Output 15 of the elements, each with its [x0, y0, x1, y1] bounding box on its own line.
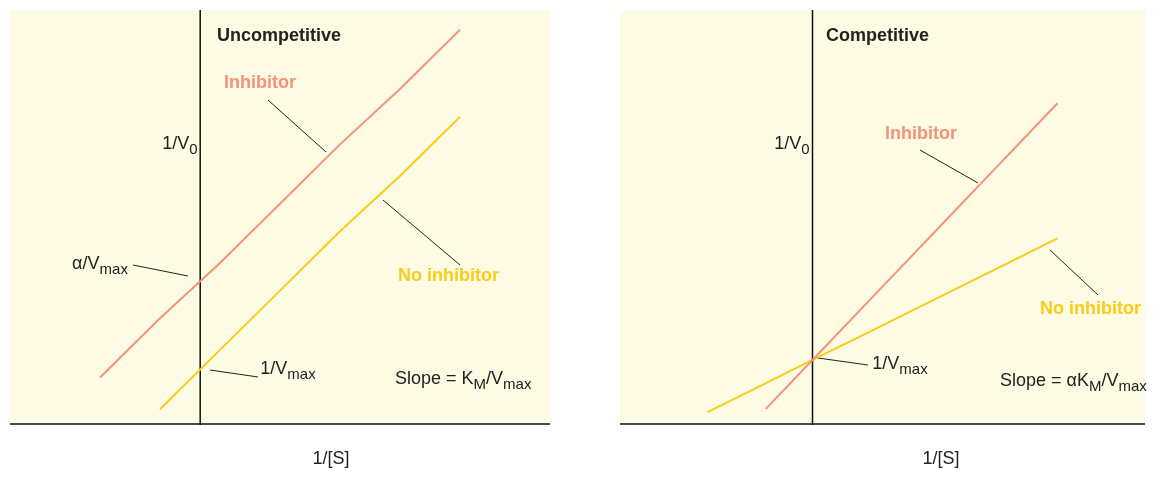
chart-title: Competitive	[826, 24, 930, 45]
annotation: Slope = αK$_{M}$/V$_{max}$	[1000, 370, 1147, 394]
annotation: 1/V$_{max}$	[260, 358, 316, 382]
y-axis-title: 1/V$_{0}$	[162, 133, 198, 157]
text: No inhibitor	[1040, 297, 1141, 318]
x-axis-title: 1/[S]	[922, 447, 960, 468]
annotation: 1/V$_{max}$	[872, 353, 928, 377]
chart-title: Uncompetitive	[217, 24, 342, 45]
text: No inhibitor	[398, 264, 499, 285]
annotation: Slope = K$_{M}$/V$_{max}$	[395, 368, 532, 392]
y-axis-title: 1/V$_{0}$	[774, 133, 810, 157]
text: Inhibitor	[885, 122, 957, 143]
annotation: α/V$_{max}$	[72, 253, 128, 277]
text: Inhibitor	[224, 71, 296, 92]
x-axis-title: 1/[S]	[312, 447, 350, 468]
